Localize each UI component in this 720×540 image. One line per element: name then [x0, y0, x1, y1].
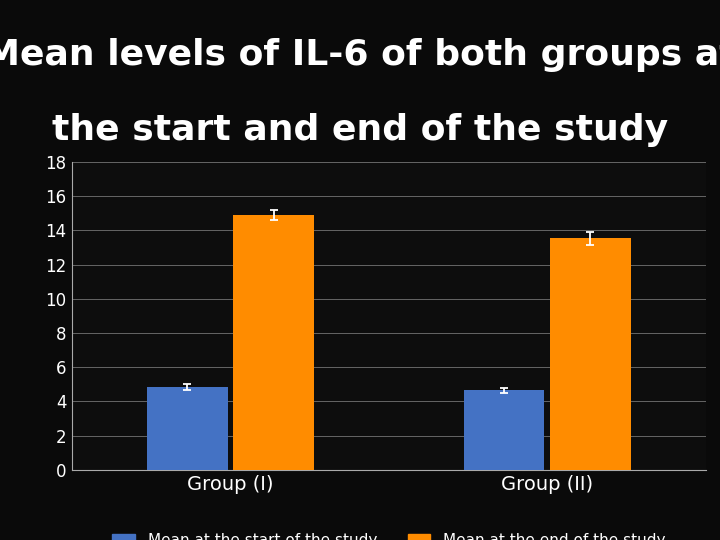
Bar: [464, 390, 544, 470]
Bar: [550, 238, 631, 470]
Bar: [147, 387, 228, 470]
Bar: [233, 215, 314, 470]
Legend: Mean at the start of the study, Mean at the end of the study: Mean at the start of the study, Mean at …: [107, 527, 671, 540]
Text: the start and end of the study: the start and end of the study: [52, 113, 668, 147]
Text: Mean levels of IL-6 of both groups at: Mean levels of IL-6 of both groups at: [0, 38, 720, 72]
